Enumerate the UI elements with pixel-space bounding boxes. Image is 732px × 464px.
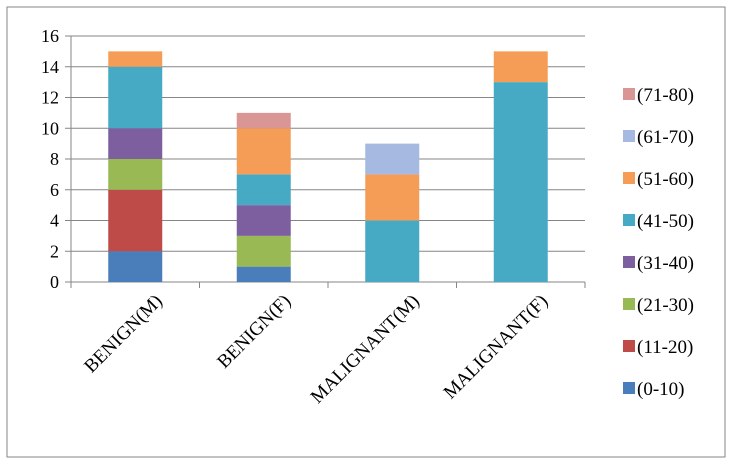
legend-item: (21-30)	[623, 295, 694, 316]
bar-segment	[108, 51, 163, 67]
y-axis: 0 2 4 6 8 10 12 14 16	[41, 26, 72, 292]
bar-segment	[236, 112, 291, 129]
y-tick-label: 8	[50, 149, 59, 169]
legend-swatch	[623, 214, 635, 226]
bar-segment	[365, 174, 420, 221]
bar-segment	[365, 220, 420, 282]
legend-label: (11-20)	[637, 337, 693, 358]
bar-segment	[108, 251, 163, 282]
bar-segment	[236, 235, 291, 267]
legend-label: (71-80)	[637, 85, 694, 106]
legend-swatch	[623, 172, 635, 184]
y-tick-label: 2	[50, 241, 59, 261]
legend-label: (0-10)	[637, 379, 684, 400]
bar-segment	[236, 205, 291, 236]
bar-segment	[365, 143, 420, 175]
legend-swatch	[623, 88, 635, 100]
bar-segment	[493, 51, 548, 83]
legend-swatch	[623, 340, 635, 352]
legend-swatch	[623, 130, 635, 142]
bar-segment	[493, 82, 548, 282]
legend-item: (31-40)	[623, 253, 694, 274]
bar-segment	[108, 128, 163, 159]
legend-label: (41-50)	[637, 211, 694, 232]
bar-segment	[108, 189, 163, 252]
legend-item: (61-70)	[623, 127, 694, 148]
y-tick-label: 12	[41, 88, 59, 108]
legend-item: (0-10)	[623, 379, 684, 400]
bar-segment	[236, 174, 291, 206]
y-tick-label: 4	[50, 211, 59, 231]
legend: (71-80) (61-70) (51-60) (41-50) (31-40) (21-3…	[623, 85, 694, 400]
bars	[108, 51, 548, 282]
legend-swatch	[623, 298, 635, 310]
legend-label: (31-40)	[637, 253, 694, 274]
legend-swatch	[623, 256, 635, 268]
y-tick-label: 10	[41, 118, 59, 138]
legend-label: (21-30)	[637, 295, 694, 316]
legend-swatch	[623, 382, 635, 394]
bar-segment	[236, 128, 291, 175]
legend-item: (41-50)	[623, 211, 694, 232]
bar-segment	[236, 266, 291, 282]
bar-segment	[108, 159, 163, 190]
y-tick-label: 0	[50, 272, 59, 292]
bar-segment	[108, 66, 163, 129]
y-tick-label: 14	[41, 57, 59, 77]
y-tick-label: 6	[50, 180, 59, 200]
legend-label: (61-70)	[637, 127, 694, 148]
legend-item: (11-20)	[623, 337, 693, 358]
y-tick-label: 16	[41, 26, 59, 46]
legend-item: (71-80)	[623, 85, 694, 106]
legend-item: (51-60)	[623, 169, 694, 190]
legend-label: (51-60)	[637, 169, 694, 190]
